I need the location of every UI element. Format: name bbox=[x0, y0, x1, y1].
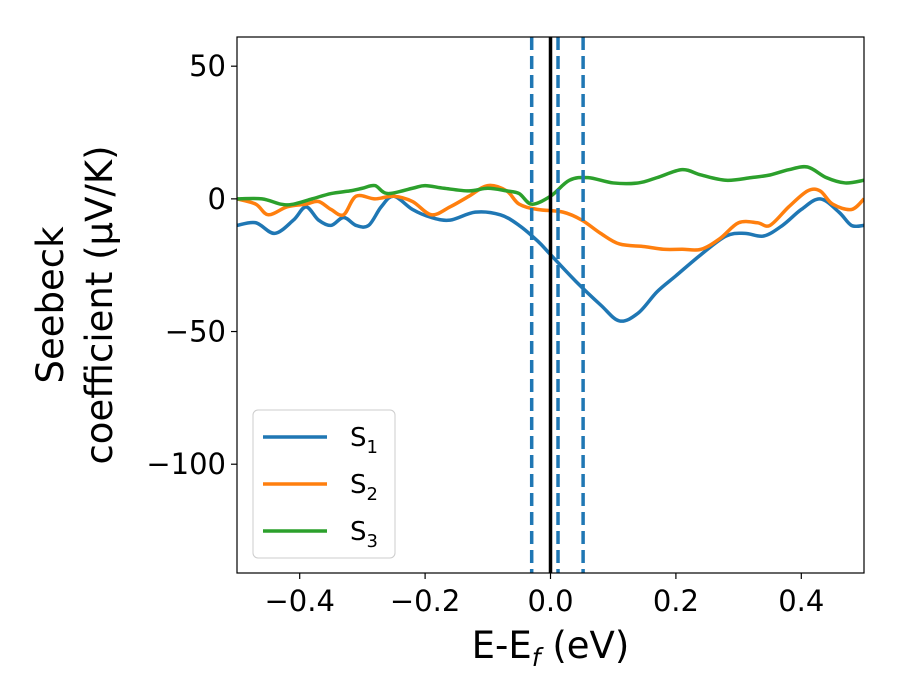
x-axis-label: E-Ef (eV) bbox=[472, 624, 630, 672]
series-line-s2 bbox=[237, 183, 864, 252]
y-tick-label: −100 bbox=[146, 447, 226, 481]
legend-label-s1: S1 bbox=[350, 423, 378, 458]
legend-label-s3: S3 bbox=[350, 517, 378, 552]
x-tick-label: −0.2 bbox=[390, 584, 460, 618]
series-line-s3 bbox=[237, 164, 864, 207]
y-tick-label: −50 bbox=[165, 315, 226, 349]
series-lines bbox=[237, 164, 864, 323]
y-axis-label-line2: coefficient (μV/K) bbox=[78, 145, 121, 464]
series-line-s1 bbox=[237, 194, 864, 323]
vertical-reference-lines bbox=[529, 37, 585, 573]
x-axis-label-unit: (eV) bbox=[541, 624, 630, 667]
y-tick-label: 50 bbox=[189, 49, 226, 83]
y-tick-label: 0 bbox=[208, 182, 226, 216]
y-axis-label: Seebeck coefficient (μV/K) bbox=[29, 145, 121, 464]
x-tick-label: −0.4 bbox=[264, 584, 334, 618]
x-axis-label-main: E-E bbox=[472, 624, 532, 667]
x-tick-label: 0.4 bbox=[778, 584, 824, 618]
x-tick-label: 0.2 bbox=[653, 584, 699, 618]
y-axis-label-line1: Seebeck bbox=[29, 226, 72, 384]
x-tick-label: 0.0 bbox=[527, 584, 573, 618]
legend-label-s2: S2 bbox=[350, 470, 378, 505]
legend: S1 S2 S3 bbox=[252, 409, 396, 559]
axis-ticks: −0.4 −0.2 0.0 0.2 0.4 50 0 −50 −100 bbox=[146, 49, 824, 618]
